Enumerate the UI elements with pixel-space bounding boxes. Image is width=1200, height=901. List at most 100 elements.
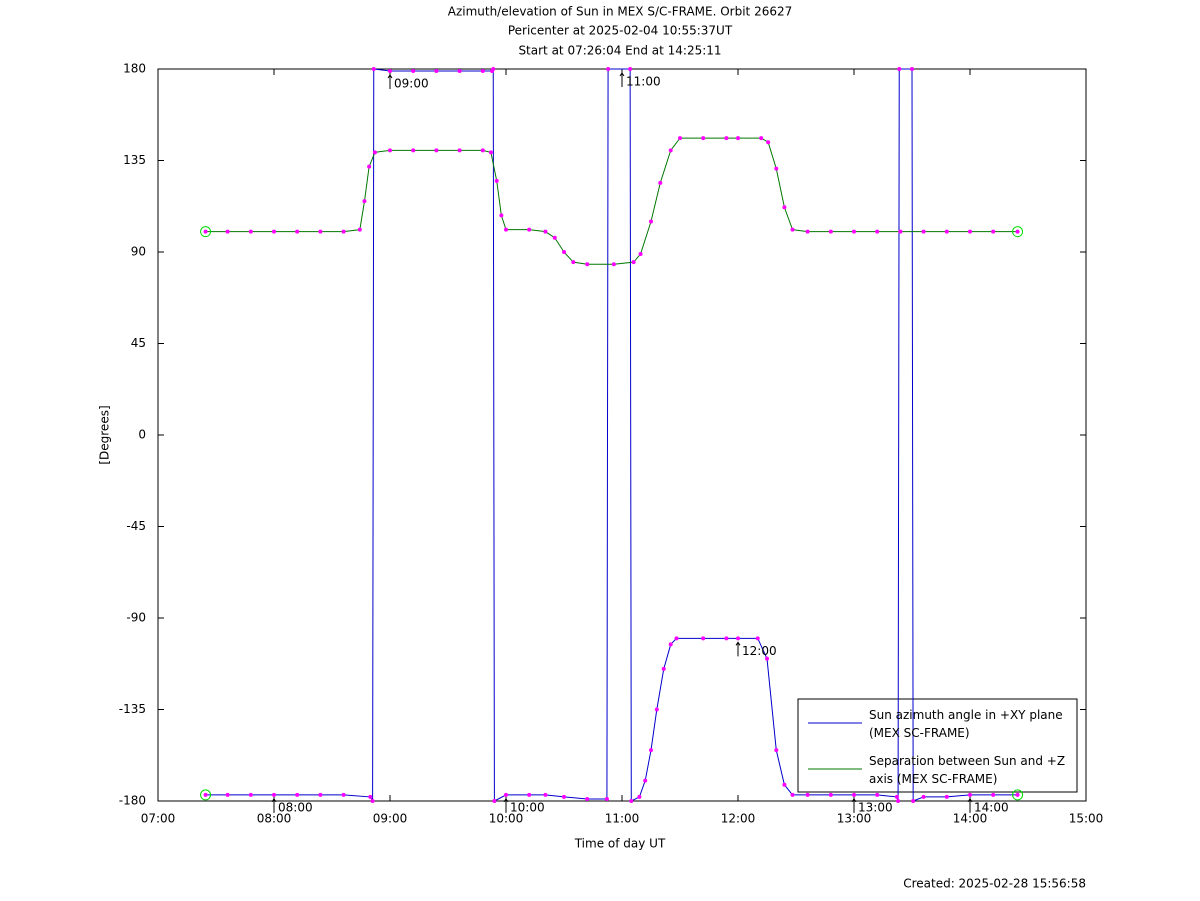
- x-tick-label: 10:00: [489, 812, 524, 826]
- subtitle: Start at 07:26:04 End at 14:25:11: [518, 44, 721, 58]
- data-point: [1015, 792, 1020, 797]
- data-point: [701, 636, 706, 641]
- data-point: [372, 150, 377, 155]
- data-point: [805, 792, 810, 797]
- endpoint-marker: [200, 789, 212, 801]
- x-tick-label: 13:00: [837, 812, 872, 826]
- data-point: [611, 262, 616, 267]
- data-point: [643, 778, 648, 783]
- x-tick-label: 12:00: [721, 812, 756, 826]
- data-point: [504, 227, 508, 232]
- data-point: [896, 799, 901, 803]
- data-point: [674, 636, 679, 641]
- data-point: [434, 148, 439, 153]
- footer: Created: 2025-02-28 15:56:58: [903, 877, 1086, 891]
- endpoint-marker: [1012, 789, 1024, 801]
- data-point: [585, 262, 590, 267]
- data-point: [203, 792, 208, 797]
- data-point: [790, 792, 795, 797]
- data-point: [658, 180, 663, 185]
- data-point: [766, 140, 771, 145]
- legend-box: [797, 698, 1078, 793]
- series-line: [205, 67, 1018, 803]
- x-tick-label: 08:00: [257, 812, 292, 826]
- data-point: [585, 796, 590, 801]
- data-point: [604, 796, 609, 801]
- data-point: [341, 229, 346, 234]
- y-tick-label: 135: [123, 153, 146, 167]
- data-point: [991, 792, 996, 797]
- annotation-arrowhead: [967, 797, 973, 803]
- data-point: [434, 69, 439, 74]
- data-point: [968, 792, 972, 797]
- data-point: [921, 794, 926, 799]
- data-point: [944, 229, 949, 234]
- data-point: [527, 792, 532, 797]
- data-point: [488, 150, 493, 155]
- data-point: [492, 799, 497, 803]
- y-tick-label: -90: [126, 611, 146, 625]
- x-tick-label: 15:00: [1069, 812, 1104, 826]
- x-tick-label: 11:00: [605, 812, 640, 826]
- data-point: [318, 792, 323, 797]
- data-point: [678, 136, 682, 141]
- annotation-arrowhead: [387, 74, 393, 79]
- y-tick-label: -135: [119, 702, 146, 716]
- subtitle: Pericenter at 2025-02-04 10:55:37UT: [508, 24, 733, 38]
- data-point: [852, 229, 856, 234]
- data-point: [661, 666, 666, 671]
- data-point: [411, 69, 416, 74]
- data-point: [805, 229, 810, 234]
- x-tick-label: 07:00: [141, 812, 176, 826]
- data-point: [1015, 229, 1020, 234]
- data-point: [562, 250, 566, 254]
- data-point: [898, 229, 903, 234]
- data-point: [367, 164, 372, 169]
- x-tick-label: 14:00: [953, 812, 988, 826]
- data-point: [736, 636, 740, 641]
- data-point: [968, 229, 972, 234]
- data-point: [388, 69, 392, 74]
- data-point: [248, 229, 253, 234]
- data-point: [272, 792, 276, 797]
- series-line: [205, 137, 1018, 265]
- annotation-label: 10:00: [510, 800, 545, 814]
- data-point: [649, 219, 653, 224]
- data-point: [911, 799, 916, 803]
- data-point: [606, 67, 611, 71]
- data-point: [491, 67, 496, 71]
- data-point: [755, 636, 760, 641]
- data-point: [774, 166, 779, 171]
- annotation-label: 08:00: [278, 800, 313, 814]
- data-point: [628, 67, 633, 71]
- data-point: [875, 792, 880, 797]
- data-point: [638, 252, 643, 257]
- y-tick-label: 90: [131, 245, 146, 259]
- data-point: [272, 229, 276, 234]
- data-point: [790, 227, 795, 232]
- annotation-arrowhead: [271, 797, 277, 803]
- data-point: [668, 148, 673, 153]
- data-point: [357, 227, 362, 232]
- data-point: [295, 229, 300, 234]
- annotation-label: 13:00: [858, 800, 893, 814]
- data-point: [852, 792, 856, 797]
- data-point: [654, 707, 659, 712]
- data-point: [649, 748, 653, 753]
- data-point: [631, 260, 636, 265]
- data-point: [480, 148, 485, 153]
- data-point: [637, 794, 642, 799]
- annotation-arrowhead: [735, 641, 741, 646]
- y-tick-label: 180: [123, 62, 146, 76]
- y-tick-label: 45: [131, 336, 146, 350]
- data-point: [765, 656, 769, 661]
- y-axis-label: [Degrees]: [98, 405, 112, 464]
- data-point: [225, 229, 230, 234]
- data-point: [991, 229, 996, 234]
- data-point: [562, 794, 566, 799]
- data-point: [371, 67, 376, 71]
- data-point: [504, 792, 508, 797]
- data-point: [318, 229, 323, 234]
